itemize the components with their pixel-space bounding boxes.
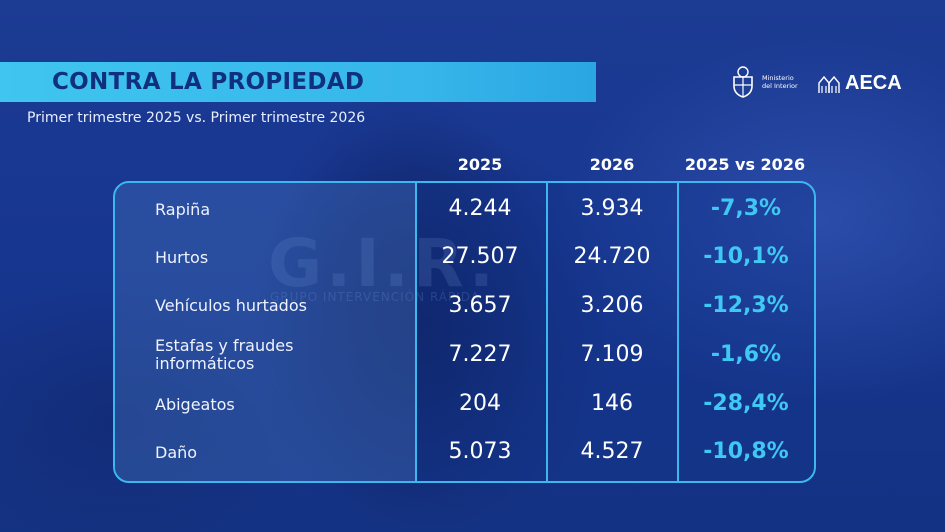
page-title: CONTRA LA PROPIEDAD [52, 69, 365, 95]
cell-change-abigeatos: -28,4% [703, 391, 789, 416]
cell-2025-estafas: 7.227 [448, 342, 512, 367]
coat-of-arms-icon [733, 66, 753, 98]
cell-2026-estafas: 7.109 [580, 342, 644, 367]
title-bar [0, 62, 596, 102]
data-table [113, 181, 816, 483]
column-header-change: 2025 vs 2026 [684, 155, 806, 174]
row-label-estafas-line2: informáticos [155, 354, 255, 373]
ministerio-line2: del Interior [762, 82, 798, 90]
cell-change-hurtos: -10,1% [703, 244, 789, 269]
aeca-building-icon [818, 75, 840, 93]
ministerio-line1: Ministerio [762, 74, 794, 82]
cell-2025-rapina: 4.244 [448, 196, 512, 221]
cell-2025-hurtos: 27.507 [441, 244, 519, 269]
column-header-2025: 2025 [457, 155, 503, 174]
cell-2025-abigeatos: 204 [459, 391, 501, 416]
gir-badge-subtext: GRUPO INTERVENCIÓN RÁPIDA [270, 290, 481, 304]
page-subtitle: Primer trimestre 2025 vs. Primer trimest… [27, 110, 366, 126]
ministerio-logo: Ministerio del Interior [730, 66, 798, 98]
row-label-estafas: Estafas y fraudes informáticos [155, 337, 293, 373]
cell-2026-vehiculos: 3.206 [580, 293, 644, 318]
row-label-dano: Daño [155, 443, 198, 462]
gir-badge-text: G.I.R. [268, 225, 498, 302]
aeca-logo-text: AECA [845, 72, 902, 94]
cell-2025-dano: 5.073 [448, 439, 512, 464]
column-divider [677, 183, 679, 481]
column-divider [546, 183, 548, 481]
cell-change-dano: -10,8% [703, 439, 789, 464]
row-label-abigeatos: Abigeatos [155, 395, 235, 414]
cell-change-rapina: -7,3% [710, 196, 782, 221]
row-label-panel [115, 183, 416, 481]
cell-2025-vehiculos: 3.657 [448, 293, 512, 318]
column-divider [415, 183, 417, 481]
cell-2026-rapina: 3.934 [580, 196, 644, 221]
cell-2026-abigeatos: 146 [591, 391, 633, 416]
cell-change-estafas: -1,6% [710, 342, 782, 367]
aeca-logo: AECA [818, 72, 902, 95]
cell-2026-dano: 4.527 [580, 439, 644, 464]
row-label-rapina: Rapiña [155, 200, 211, 219]
cell-change-vehiculos: -12,3% [703, 293, 789, 318]
row-label-hurtos: Hurtos [155, 248, 209, 267]
ministerio-logo-text: Ministerio del Interior [762, 74, 798, 90]
cell-2026-hurtos: 24.720 [573, 244, 651, 269]
row-label-vehiculos: Vehículos hurtados [155, 296, 307, 315]
row-label-estafas-line1: Estafas y fraudes [155, 336, 294, 355]
column-header-2026: 2026 [589, 155, 635, 174]
